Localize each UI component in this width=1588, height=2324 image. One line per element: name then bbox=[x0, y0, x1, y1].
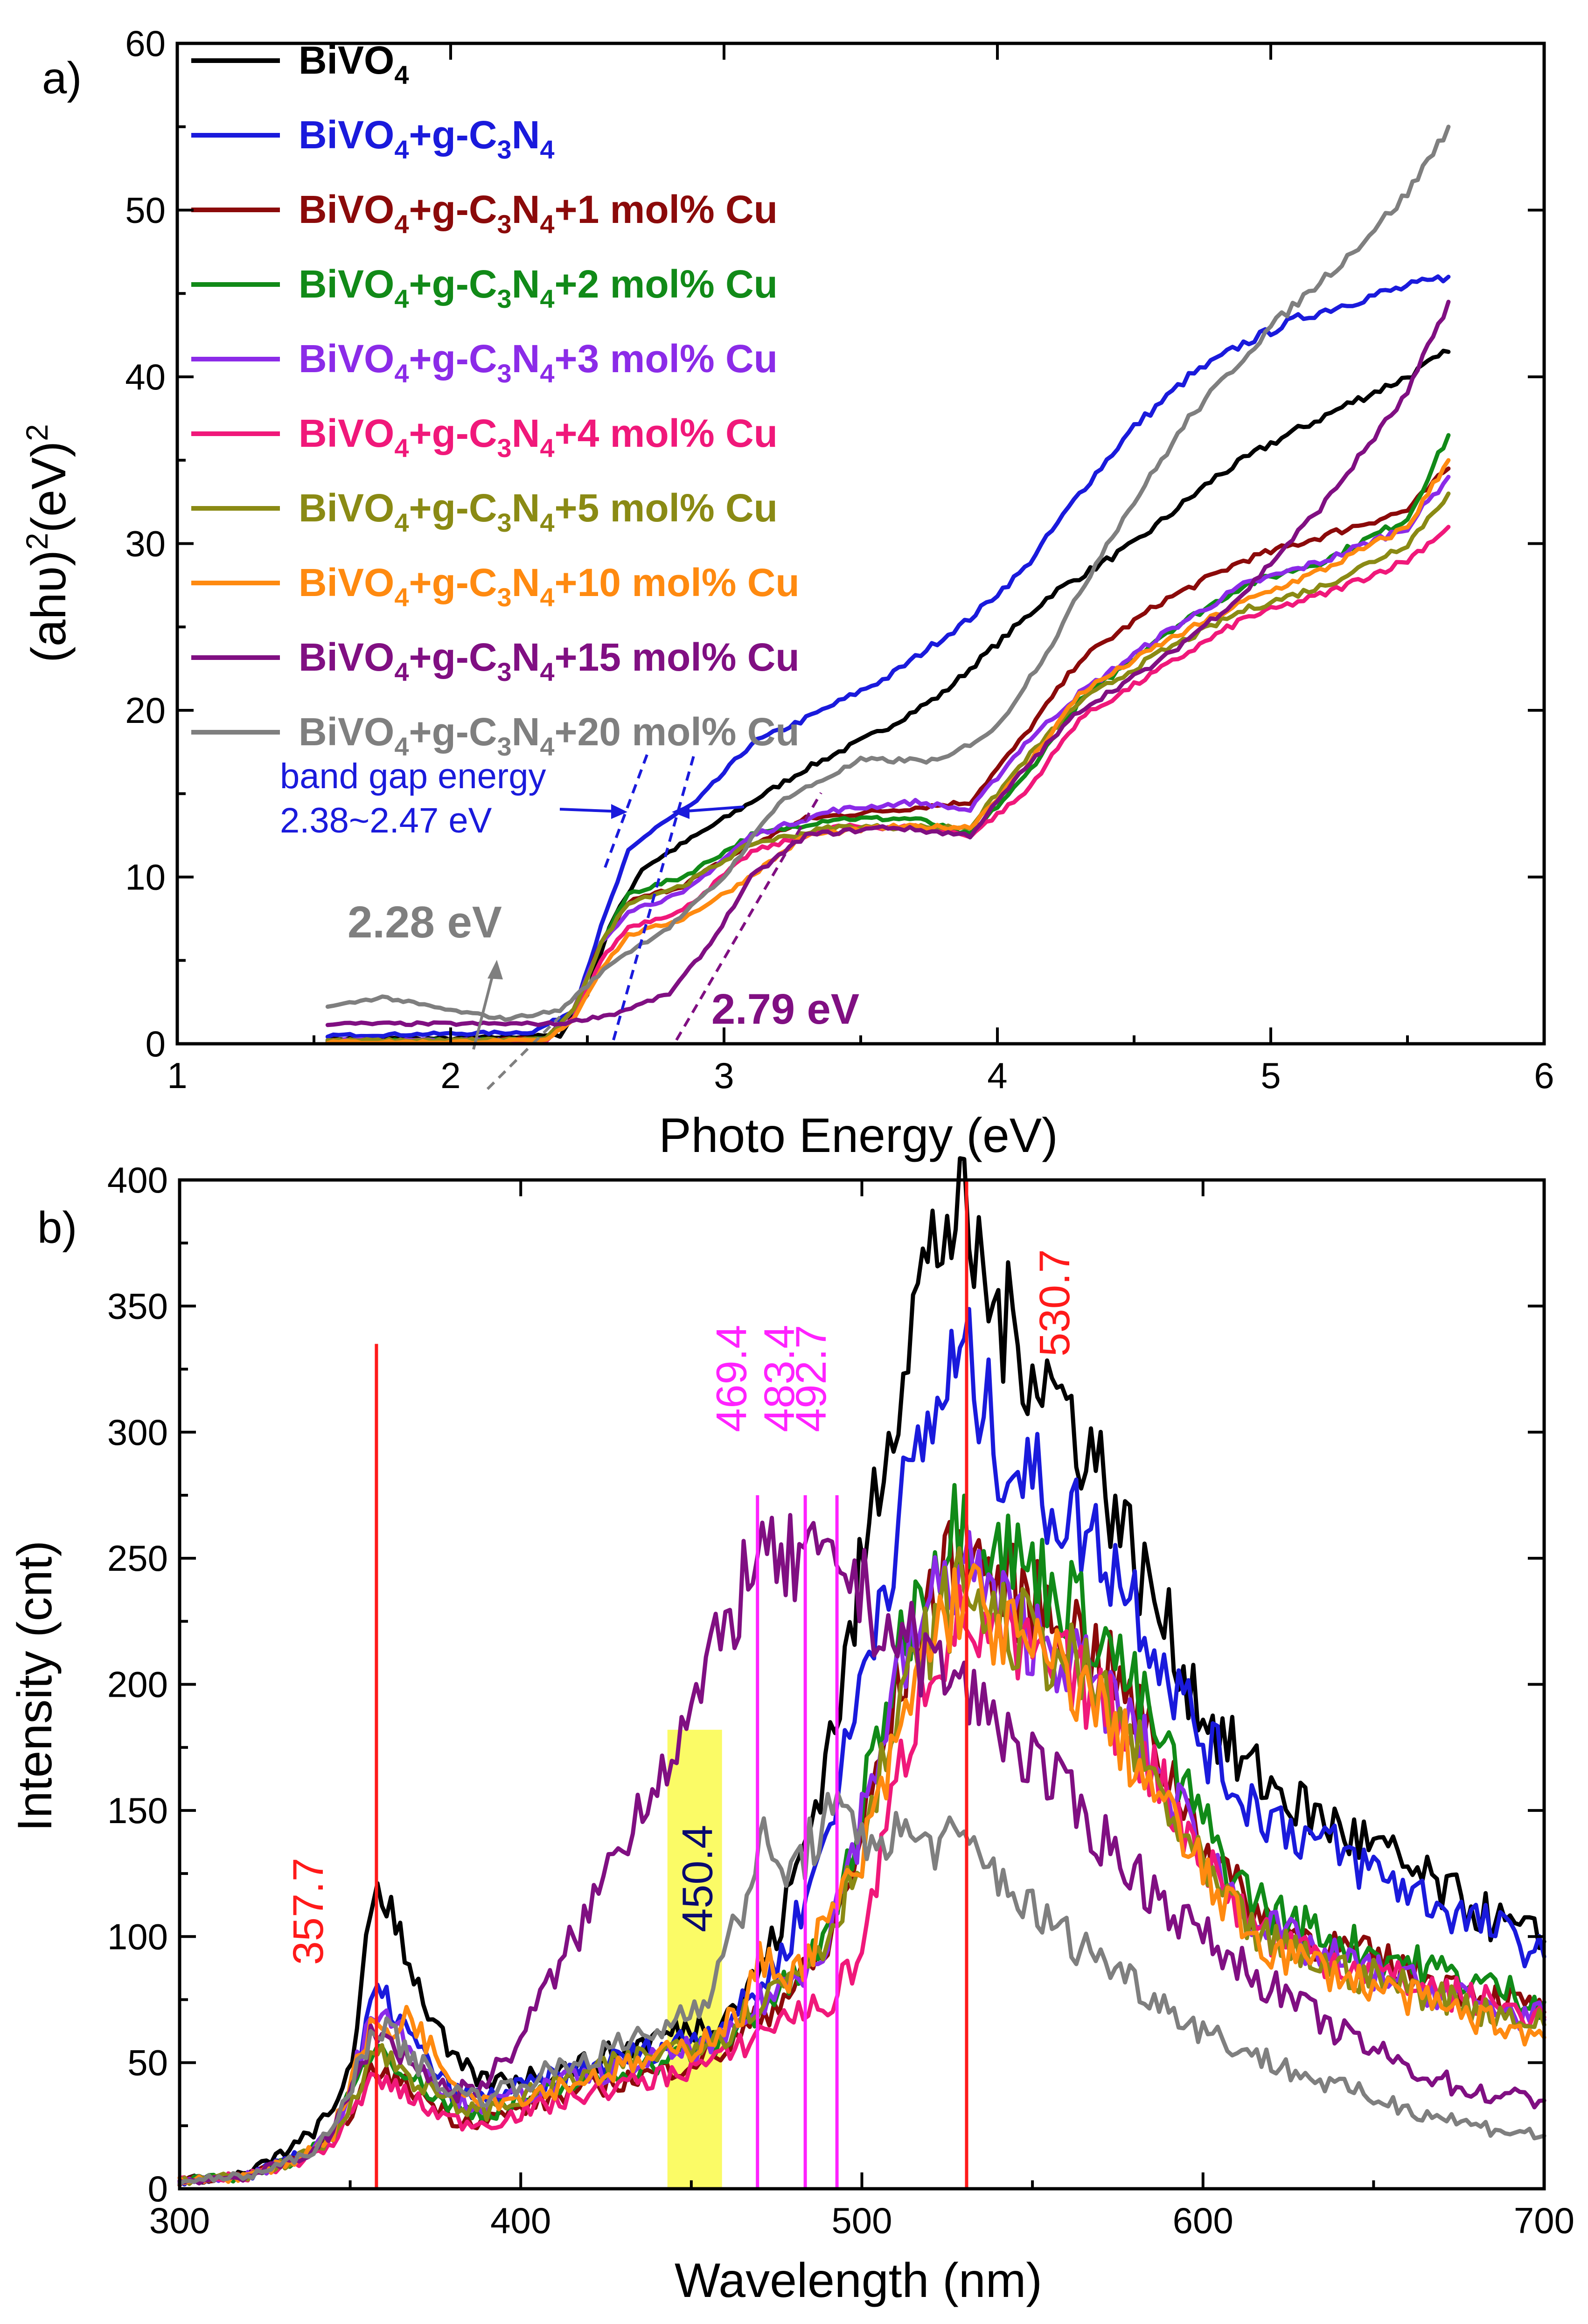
panel-b-y-axis-title: Intensity (cnt) bbox=[8, 1540, 62, 1831]
x-tick-label-b-400: 400 bbox=[490, 2200, 551, 2241]
panel-a-x-axis-title: Photo Energy (eV) bbox=[659, 1109, 1058, 1163]
y-tick-label-a-50: 50 bbox=[125, 190, 166, 231]
y-tick-label-b-300: 300 bbox=[107, 1412, 168, 1453]
legend-entry-bivo4-g-c3n4-5-molpct-cu: BiVO4+g-C3N4+5 mol% Cu bbox=[299, 486, 778, 537]
y-tick-label-a-40: 40 bbox=[125, 356, 166, 397]
y-tick-label-a-0: 0 bbox=[146, 1023, 166, 1064]
panel-a-label: a) bbox=[42, 53, 82, 103]
y-tick-label-b-100: 100 bbox=[107, 1916, 168, 1957]
x-tick-label-a-2: 2 bbox=[440, 1055, 460, 1096]
y-tick-label-b-50: 50 bbox=[127, 2042, 168, 2083]
x-tick-label-a-4: 4 bbox=[987, 1055, 1007, 1096]
legend-entry-bivo4-g-c3n4-4-molpct-cu: BiVO4+g-C3N4+4 mol% Cu bbox=[299, 411, 778, 463]
x-tick-label-b-600: 600 bbox=[1173, 2200, 1233, 2241]
panel-b-label: b) bbox=[37, 1203, 77, 1253]
y-tick-label-b-350: 350 bbox=[107, 1285, 168, 1326]
x-tick-label-a-6: 6 bbox=[1534, 1055, 1554, 1096]
y-tick-label-a-10: 10 bbox=[125, 857, 166, 898]
x-tick-label-a-3: 3 bbox=[714, 1055, 734, 1096]
band-gap-label-line2: 2.38~2.47 eV bbox=[280, 801, 492, 840]
gray-gap-label: 2.28 eV bbox=[348, 897, 502, 947]
panel-b-x-axis-title: Wavelength (nm) bbox=[675, 2254, 1042, 2308]
band-gap-label-line1: band gap energy bbox=[280, 756, 546, 796]
x-tick-label-b-700: 700 bbox=[1514, 2200, 1574, 2241]
x-tick-label-a-1: 1 bbox=[167, 1055, 187, 1096]
legend-entry-bivo4-g-c3n4-2-molpct-cu: BiVO4+g-C3N4+2 mol% Cu bbox=[299, 262, 778, 313]
y-tick-label-b-0: 0 bbox=[148, 2168, 168, 2209]
purple-gap-label: 2.79 eV bbox=[711, 985, 859, 1033]
y-tick-label-b-150: 150 bbox=[107, 1790, 168, 1831]
x-tick-label-b-500: 500 bbox=[831, 2200, 892, 2241]
y-tick-label-a-20: 20 bbox=[125, 690, 166, 731]
x-tick-label-a-5: 5 bbox=[1261, 1055, 1281, 1096]
y-tick-label-b-200: 200 bbox=[107, 1664, 168, 1705]
band-label-450-4: 450.4 bbox=[674, 1825, 722, 1932]
y-tick-label-b-400: 400 bbox=[107, 1159, 168, 1200]
y-tick-label-b-250: 250 bbox=[107, 1538, 168, 1579]
legend-entry-bivo4-g-c3n4-3-molpct-cu: BiVO4+g-C3N4+3 mol% Cu bbox=[299, 337, 778, 388]
y-tick-label-a-30: 30 bbox=[125, 523, 166, 564]
figure: BiVO4 BiVO4+g-C3N4 BiVO4+g-C3N4+1 mol% Cu B… bbox=[0, 0, 1588, 2324]
peak-label-492-7: 492.7 bbox=[787, 1325, 835, 1432]
peak-label-357-7: 357.7 bbox=[285, 1858, 332, 1965]
y-tick-label-a-60: 60 bbox=[125, 23, 166, 64]
legend-entry-bivo4-g-c3n4: BiVO4+g-C3N4 bbox=[299, 113, 555, 164]
peak-label-530-7: 530.7 bbox=[1031, 1249, 1079, 1356]
highlight-band-450 bbox=[668, 1730, 722, 2189]
peak-label-469-4: 469.4 bbox=[708, 1325, 756, 1432]
legend-entry-bivo4-g-c3n4-1-molpct-cu: BiVO4+g-C3N4+1 mol% Cu bbox=[299, 187, 778, 239]
legend-entry-bivo4: BiVO4 bbox=[299, 38, 409, 90]
